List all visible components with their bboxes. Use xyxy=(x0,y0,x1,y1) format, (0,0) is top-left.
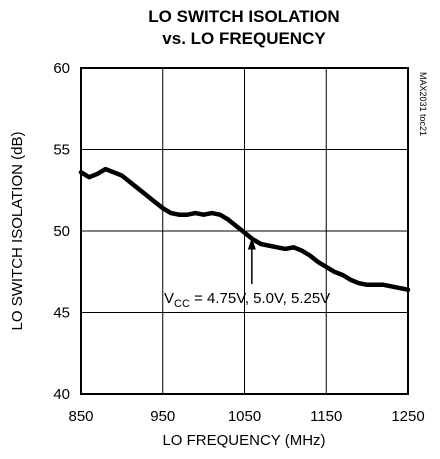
vcc-prefix: V xyxy=(164,290,174,307)
x-tick-label: 950 xyxy=(150,408,175,425)
x-tick-label: 1250 xyxy=(391,408,424,425)
plot-frame xyxy=(80,67,409,395)
vcc-annotation: VCC = 4.75V, 5.0V, 5.25V xyxy=(164,290,330,310)
x-tick-label: 1150 xyxy=(310,408,342,425)
vcc-subscript: CC xyxy=(174,298,190,310)
y-tick-label: 50 xyxy=(53,223,70,240)
y-tick-label: 60 xyxy=(53,60,70,77)
series-line xyxy=(78,166,411,292)
tick-labels: 850 950 1050 1150 1250 40 45 50 55 60 xyxy=(53,60,424,425)
chart-title-line-1: LO SWITCH ISOLATION xyxy=(148,7,339,26)
x-tick-label: 850 xyxy=(68,408,93,425)
y-tick-label: 40 xyxy=(53,386,70,403)
part-number: MAX2031 toc21 xyxy=(418,72,428,136)
x-tick-label: 1050 xyxy=(228,408,261,425)
vcc-values: = 4.75V, 5.0V, 5.25V xyxy=(190,290,330,307)
y-axis-label: LO SWITCH ISOLATION (dB) xyxy=(9,132,26,331)
y-tick-label: 45 xyxy=(53,305,70,322)
y-tick-label: 55 xyxy=(53,142,70,159)
annotation-arrow-head xyxy=(247,237,256,250)
x-axis-label: LO FREQUENCY (MHz) xyxy=(162,432,325,449)
chart-title-line-2: vs. LO FREQUENCY xyxy=(162,29,326,48)
series-layer xyxy=(78,166,411,292)
